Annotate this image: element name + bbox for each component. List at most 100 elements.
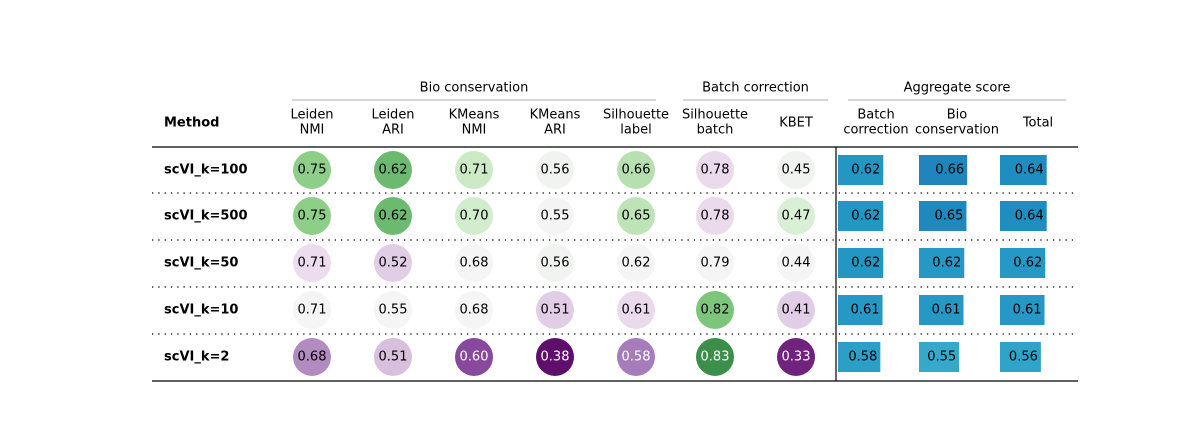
column-header: ARI xyxy=(382,123,404,138)
aggregate-bar xyxy=(1000,295,1045,325)
score-label: 0.62 xyxy=(622,256,651,271)
method-label: scVI_k=2 xyxy=(164,350,229,365)
score-circle xyxy=(374,197,412,235)
score-circle xyxy=(374,244,412,282)
score-circle xyxy=(696,338,734,376)
score-circle xyxy=(536,151,574,189)
score-label: 0.70 xyxy=(460,209,489,224)
column-header: label xyxy=(620,123,651,138)
score-circle xyxy=(617,151,655,189)
score-label: 0.75 xyxy=(298,163,327,178)
method-label: scVI_k=50 xyxy=(164,256,238,271)
score-label: 0.44 xyxy=(782,256,811,271)
column-header: Silhouette xyxy=(682,108,748,123)
aggregate-label: 0.56 xyxy=(1009,350,1038,365)
score-label: 0.78 xyxy=(701,209,730,224)
score-label: 0.56 xyxy=(541,256,570,271)
aggregate-bar xyxy=(919,295,964,325)
aggregate-bar xyxy=(919,342,960,372)
aggregate-label: 0.64 xyxy=(1015,163,1044,178)
score-circle xyxy=(696,291,734,329)
score-circle xyxy=(617,291,655,329)
score-label: 0.82 xyxy=(701,303,730,318)
score-label: 0.78 xyxy=(701,163,730,178)
score-label: 0.68 xyxy=(460,256,489,271)
score-circle xyxy=(293,291,331,329)
score-label: 0.62 xyxy=(379,209,408,224)
score-circle xyxy=(455,338,493,376)
score-label: 0.66 xyxy=(622,163,651,178)
score-label: 0.83 xyxy=(701,350,730,365)
column-header: KMeans xyxy=(449,108,500,123)
aggregate-bar xyxy=(838,201,884,231)
column-header: NMI xyxy=(462,123,487,138)
score-label: 0.71 xyxy=(298,256,327,271)
column-header: Leiden xyxy=(290,108,333,123)
score-circle xyxy=(374,338,412,376)
score-circle xyxy=(777,197,815,235)
aggregate-bar xyxy=(1000,155,1047,185)
score-circle xyxy=(455,151,493,189)
score-circle xyxy=(777,151,815,189)
column-header: Bio xyxy=(947,108,968,123)
column-header: ARI xyxy=(544,123,566,138)
score-circle xyxy=(536,338,574,376)
column-header: Batch xyxy=(857,108,894,123)
score-circle xyxy=(293,151,331,189)
score-label: 0.45 xyxy=(782,163,811,178)
score-label: 0.71 xyxy=(298,303,327,318)
score-label: 0.68 xyxy=(298,350,327,365)
group-header: Bio conservation xyxy=(420,81,529,96)
group-header: Batch correction xyxy=(702,81,809,96)
aggregate-label: 0.62 xyxy=(1013,256,1042,271)
score-label: 0.65 xyxy=(622,209,651,224)
aggregate-bar xyxy=(838,248,884,278)
score-label: 0.55 xyxy=(379,303,408,318)
aggregate-label: 0.66 xyxy=(935,163,964,178)
score-circle xyxy=(536,291,574,329)
column-header: Leiden xyxy=(371,108,414,123)
aggregate-label: 0.62 xyxy=(851,163,880,178)
score-label: 0.52 xyxy=(379,256,408,271)
score-circle xyxy=(293,197,331,235)
score-circle xyxy=(696,244,734,282)
aggregate-label: 0.58 xyxy=(848,350,877,365)
aggregate-label: 0.62 xyxy=(851,256,880,271)
aggregate-bar xyxy=(838,295,883,325)
score-circle xyxy=(777,338,815,376)
score-label: 0.71 xyxy=(460,163,489,178)
aggregate-label: 0.65 xyxy=(934,209,963,224)
aggregate-bar xyxy=(1000,201,1047,231)
score-circle xyxy=(536,244,574,282)
column-header: KMeans xyxy=(530,108,581,123)
score-circle xyxy=(455,197,493,235)
score-circle xyxy=(617,244,655,282)
score-label: 0.51 xyxy=(379,350,408,365)
score-circle xyxy=(777,291,815,329)
score-circle xyxy=(455,291,493,329)
method-label: scVI_k=100 xyxy=(164,163,248,178)
score-label: 0.68 xyxy=(460,303,489,318)
column-header: KBET xyxy=(779,116,813,131)
aggregate-bar xyxy=(838,155,884,185)
score-circle xyxy=(696,151,734,189)
aggregate-bar xyxy=(919,155,968,185)
aggregate-label: 0.55 xyxy=(927,350,956,365)
aggregate-label: 0.62 xyxy=(851,209,880,224)
aggregate-bar xyxy=(838,342,881,372)
score-circle xyxy=(374,291,412,329)
score-label: 0.62 xyxy=(379,163,408,178)
score-circle xyxy=(617,197,655,235)
column-header: NMI xyxy=(300,123,325,138)
aggregate-bar xyxy=(1000,342,1041,372)
score-label: 0.51 xyxy=(541,303,570,318)
aggregate-bar xyxy=(1000,248,1046,278)
score-label: 0.61 xyxy=(622,303,651,318)
aggregate-label: 0.64 xyxy=(1015,209,1044,224)
column-header: conservation xyxy=(915,123,999,138)
score-label: 0.38 xyxy=(541,350,570,365)
aggregate-bar xyxy=(919,248,965,278)
method-label: scVI_k=10 xyxy=(164,303,238,318)
aggregate-bar xyxy=(919,201,967,231)
aggregate-label: 0.61 xyxy=(851,303,880,318)
